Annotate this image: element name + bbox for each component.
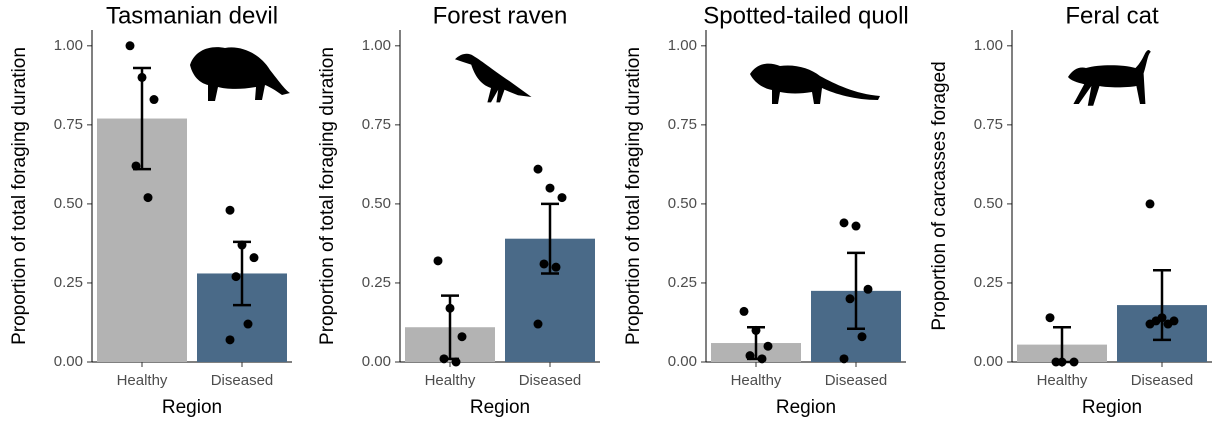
y-axis-label: Proportion of total foraging duration xyxy=(9,47,30,345)
data-point xyxy=(232,272,241,281)
y-tick-label: 1.00 xyxy=(54,37,83,54)
y-tick-label: 1.00 xyxy=(974,37,1003,54)
y-tick-label: 0.00 xyxy=(54,353,83,370)
y-tick-label: 1.00 xyxy=(362,37,391,54)
data-point xyxy=(546,184,555,193)
panel-title: Spotted-tailed quoll xyxy=(703,2,908,29)
y-tick-label: 0.25 xyxy=(668,274,697,291)
data-point xyxy=(840,354,849,363)
data-point xyxy=(1046,313,1055,322)
y-tick-label: 1.00 xyxy=(668,37,697,54)
y-tick-label: 0.25 xyxy=(54,274,83,291)
animal-silhouette xyxy=(750,64,880,104)
y-tick-label: 0.75 xyxy=(362,116,391,133)
y-tick-label: 0.00 xyxy=(974,353,1003,370)
data-point xyxy=(764,342,773,351)
x-tick-label: Healthy xyxy=(117,372,168,389)
x-tick-label: Healthy xyxy=(1037,372,1088,389)
panel-title: Feral cat xyxy=(1065,2,1159,29)
data-point xyxy=(540,259,549,268)
y-tick-label: 0.50 xyxy=(668,195,697,212)
y-tick-label: 0.75 xyxy=(54,116,83,133)
y-tick-label: 0.75 xyxy=(974,116,1003,133)
x-axis-label: Region xyxy=(1082,397,1142,418)
data-point xyxy=(846,294,855,303)
data-point xyxy=(534,165,543,174)
y-tick-label: 0.00 xyxy=(668,353,697,370)
y-tick-label: 0.25 xyxy=(974,274,1003,291)
panel: Tasmanian devil Region Proportion of total… xyxy=(9,2,292,418)
animal-silhouette xyxy=(1068,50,1151,106)
y-tick-label: 0.50 xyxy=(362,195,391,212)
data-point xyxy=(1164,320,1173,329)
x-tick-label: Healthy xyxy=(425,372,476,389)
data-point xyxy=(740,307,749,316)
data-point xyxy=(434,256,443,265)
panel: Forest raven Region Proportion of total fo… xyxy=(317,2,600,418)
data-point xyxy=(226,206,235,215)
data-point xyxy=(250,253,259,262)
x-axis-label: Region xyxy=(162,397,222,418)
x-tick-label: Healthy xyxy=(731,372,782,389)
data-point xyxy=(858,332,867,341)
y-axis-label: Proportion of carcasses foraged xyxy=(929,61,950,330)
figure: Tasmanian devil Region Proportion of total… xyxy=(0,0,1221,421)
data-point xyxy=(1146,320,1155,329)
x-axis-label: Region xyxy=(776,397,836,418)
data-point xyxy=(534,320,543,329)
data-point xyxy=(558,193,567,202)
data-point xyxy=(1146,199,1155,208)
animal-silhouette xyxy=(190,47,290,101)
data-point xyxy=(126,41,135,50)
data-point xyxy=(840,218,849,227)
data-point xyxy=(864,285,873,294)
data-point xyxy=(244,320,253,329)
panel: Spotted-tailed quoll Region Proportion of … xyxy=(623,2,909,418)
panel-title: Tasmanian devil xyxy=(106,2,278,29)
x-tick-label: Diseased xyxy=(1131,372,1194,389)
data-point xyxy=(852,222,861,231)
y-tick-label: 0.75 xyxy=(668,116,697,133)
data-point xyxy=(144,193,153,202)
panel-title: Forest raven xyxy=(433,2,568,29)
x-tick-label: Diseased xyxy=(211,372,274,389)
data-point xyxy=(150,95,159,104)
y-tick-label: 0.50 xyxy=(974,195,1003,212)
animal-silhouette xyxy=(455,54,532,103)
x-tick-label: Diseased xyxy=(825,372,888,389)
x-tick-label: Diseased xyxy=(519,372,582,389)
y-tick-label: 0.50 xyxy=(54,195,83,212)
data-point xyxy=(552,263,561,272)
y-tick-label: 0.25 xyxy=(362,274,391,291)
data-point xyxy=(458,332,467,341)
y-tick-label: 0.00 xyxy=(362,353,391,370)
x-axis-label: Region xyxy=(470,397,530,418)
panel: Feral cat Region Proportion of carcasses f… xyxy=(929,2,1212,418)
y-axis-label: Proportion of total foraging duration xyxy=(317,47,338,345)
y-axis-label: Proportion of total foraging duration xyxy=(623,47,644,345)
data-point xyxy=(226,335,235,344)
